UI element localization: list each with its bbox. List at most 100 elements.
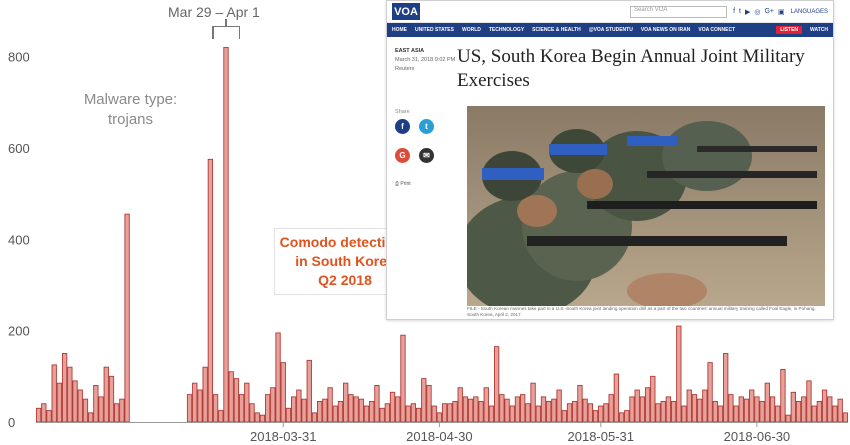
bar (561, 410, 567, 423)
listen-button[interactable]: LISTEN (776, 26, 803, 34)
google-share-icon[interactable]: G (395, 148, 410, 163)
bar (384, 403, 390, 423)
bar (467, 398, 474, 423)
bar (785, 414, 791, 423)
bar (478, 400, 484, 423)
y-tick-label: 800 (8, 50, 30, 65)
bar (603, 403, 609, 423)
bar (520, 394, 526, 423)
voa-nav-item[interactable]: VOA NEWS ON IRAN (640, 27, 691, 33)
bar (639, 396, 646, 423)
voa-nav-item[interactable]: SCIENCE & HEALTH (532, 27, 581, 33)
malware-type-annotation: Malware type: trojans (78, 90, 183, 130)
bar (186, 394, 193, 423)
bar (82, 398, 89, 423)
facebook-icon[interactable]: f (733, 7, 736, 15)
bar (447, 403, 453, 423)
bars-group (35, 46, 849, 423)
bar (72, 380, 78, 423)
bar (723, 353, 729, 423)
voa-logo[interactable]: VOA (392, 3, 420, 20)
section-label[interactable]: EAST ASIA (395, 48, 425, 54)
bar (691, 394, 698, 423)
instagram-icon[interactable]: ◎ (754, 8, 761, 16)
bar (291, 396, 297, 423)
rss-icon[interactable]: ▣ (778, 8, 785, 16)
bar (327, 387, 333, 423)
voa-nav-item[interactable]: UNITED STATES (415, 27, 454, 33)
bar (374, 385, 380, 423)
bar (41, 403, 47, 423)
bar (369, 400, 375, 423)
voa-nav-item[interactable]: VOA CONNECT (698, 27, 736, 33)
voa-article-inset: VOA Search VOA f t ▶ ◎ G+ ▣ LANGUAGES HO… (386, 0, 834, 320)
bar (780, 369, 786, 423)
voa-top-bar: VOA Search VOA f t ▶ ◎ G+ ▣ LANGUAGES (387, 1, 833, 23)
bar (457, 387, 463, 423)
voa-nav-item[interactable]: WORLD (461, 27, 481, 33)
bar (795, 400, 802, 423)
bar (676, 325, 682, 423)
email-share-icon[interactable]: ✉ (419, 148, 434, 163)
bar (254, 412, 260, 423)
x-axis: 2018-03-31 2018-04-30 2018-05-31 2018-06-30 (36, 422, 848, 444)
y-tick-label: 600 (8, 141, 30, 156)
bar (207, 158, 214, 423)
print-link[interactable]: ⎙ Print (395, 181, 411, 187)
comodo-line-1: Comodo detections (279, 234, 411, 250)
x-tick-label: 2018-06-30 (724, 429, 791, 444)
voa-nav-item[interactable]: HOME (392, 27, 407, 33)
bar (587, 403, 593, 423)
voa-nav-item[interactable]: TECHNOLOGY (488, 27, 525, 33)
bar (801, 396, 807, 423)
bar (249, 403, 255, 423)
bar (202, 366, 208, 423)
bar (212, 394, 219, 423)
bar (697, 398, 703, 423)
bar (197, 389, 203, 423)
x-tick-label: 2018-05-31 (568, 429, 635, 444)
bar (431, 405, 437, 423)
bar (223, 46, 229, 423)
bar (233, 378, 240, 423)
voa-nav-bar: HOME UNITED STATES WORLD TECHNOLOGY SCIENCE … (387, 23, 833, 37)
bar (775, 405, 781, 423)
range-bracket (212, 19, 240, 41)
y-tick-label: 0 (8, 415, 15, 430)
bar (119, 398, 125, 423)
bar (728, 394, 734, 423)
bar (348, 394, 354, 423)
twitter-icon[interactable]: t (739, 7, 741, 15)
bar (618, 412, 625, 423)
youtube-icon[interactable]: ▶ (744, 8, 751, 16)
twitter-share-icon[interactable]: t (419, 119, 434, 134)
bar (566, 403, 573, 423)
bar (410, 403, 417, 423)
facebook-share-icon[interactable]: f (395, 119, 410, 134)
bar (114, 403, 120, 423)
languages-link[interactable]: LANGUAGES (790, 8, 828, 15)
bar (426, 385, 432, 423)
bar (707, 362, 713, 423)
bar (244, 382, 250, 423)
bar (816, 400, 823, 423)
bar (61, 353, 68, 423)
article-photo (467, 106, 825, 306)
date-range-annotation: Mar 29 – Apr 1 (168, 4, 260, 20)
watch-button[interactable]: WATCH (810, 27, 828, 33)
bar (582, 398, 588, 423)
bar (530, 382, 536, 423)
bar (514, 396, 521, 423)
google-plus-icon[interactable]: G+ (764, 7, 775, 15)
bar (322, 398, 328, 423)
bar (436, 412, 443, 423)
voa-nav-item[interactable]: @VOA STUDENTU (588, 27, 633, 33)
article-title: US, South Korea Begin Annual Joint Milit… (457, 46, 805, 91)
bar (842, 412, 849, 423)
bar (124, 213, 130, 423)
bar (441, 403, 448, 423)
voa-search-input[interactable]: Search VOA (630, 5, 728, 18)
bar (93, 385, 99, 423)
bar (535, 405, 541, 423)
